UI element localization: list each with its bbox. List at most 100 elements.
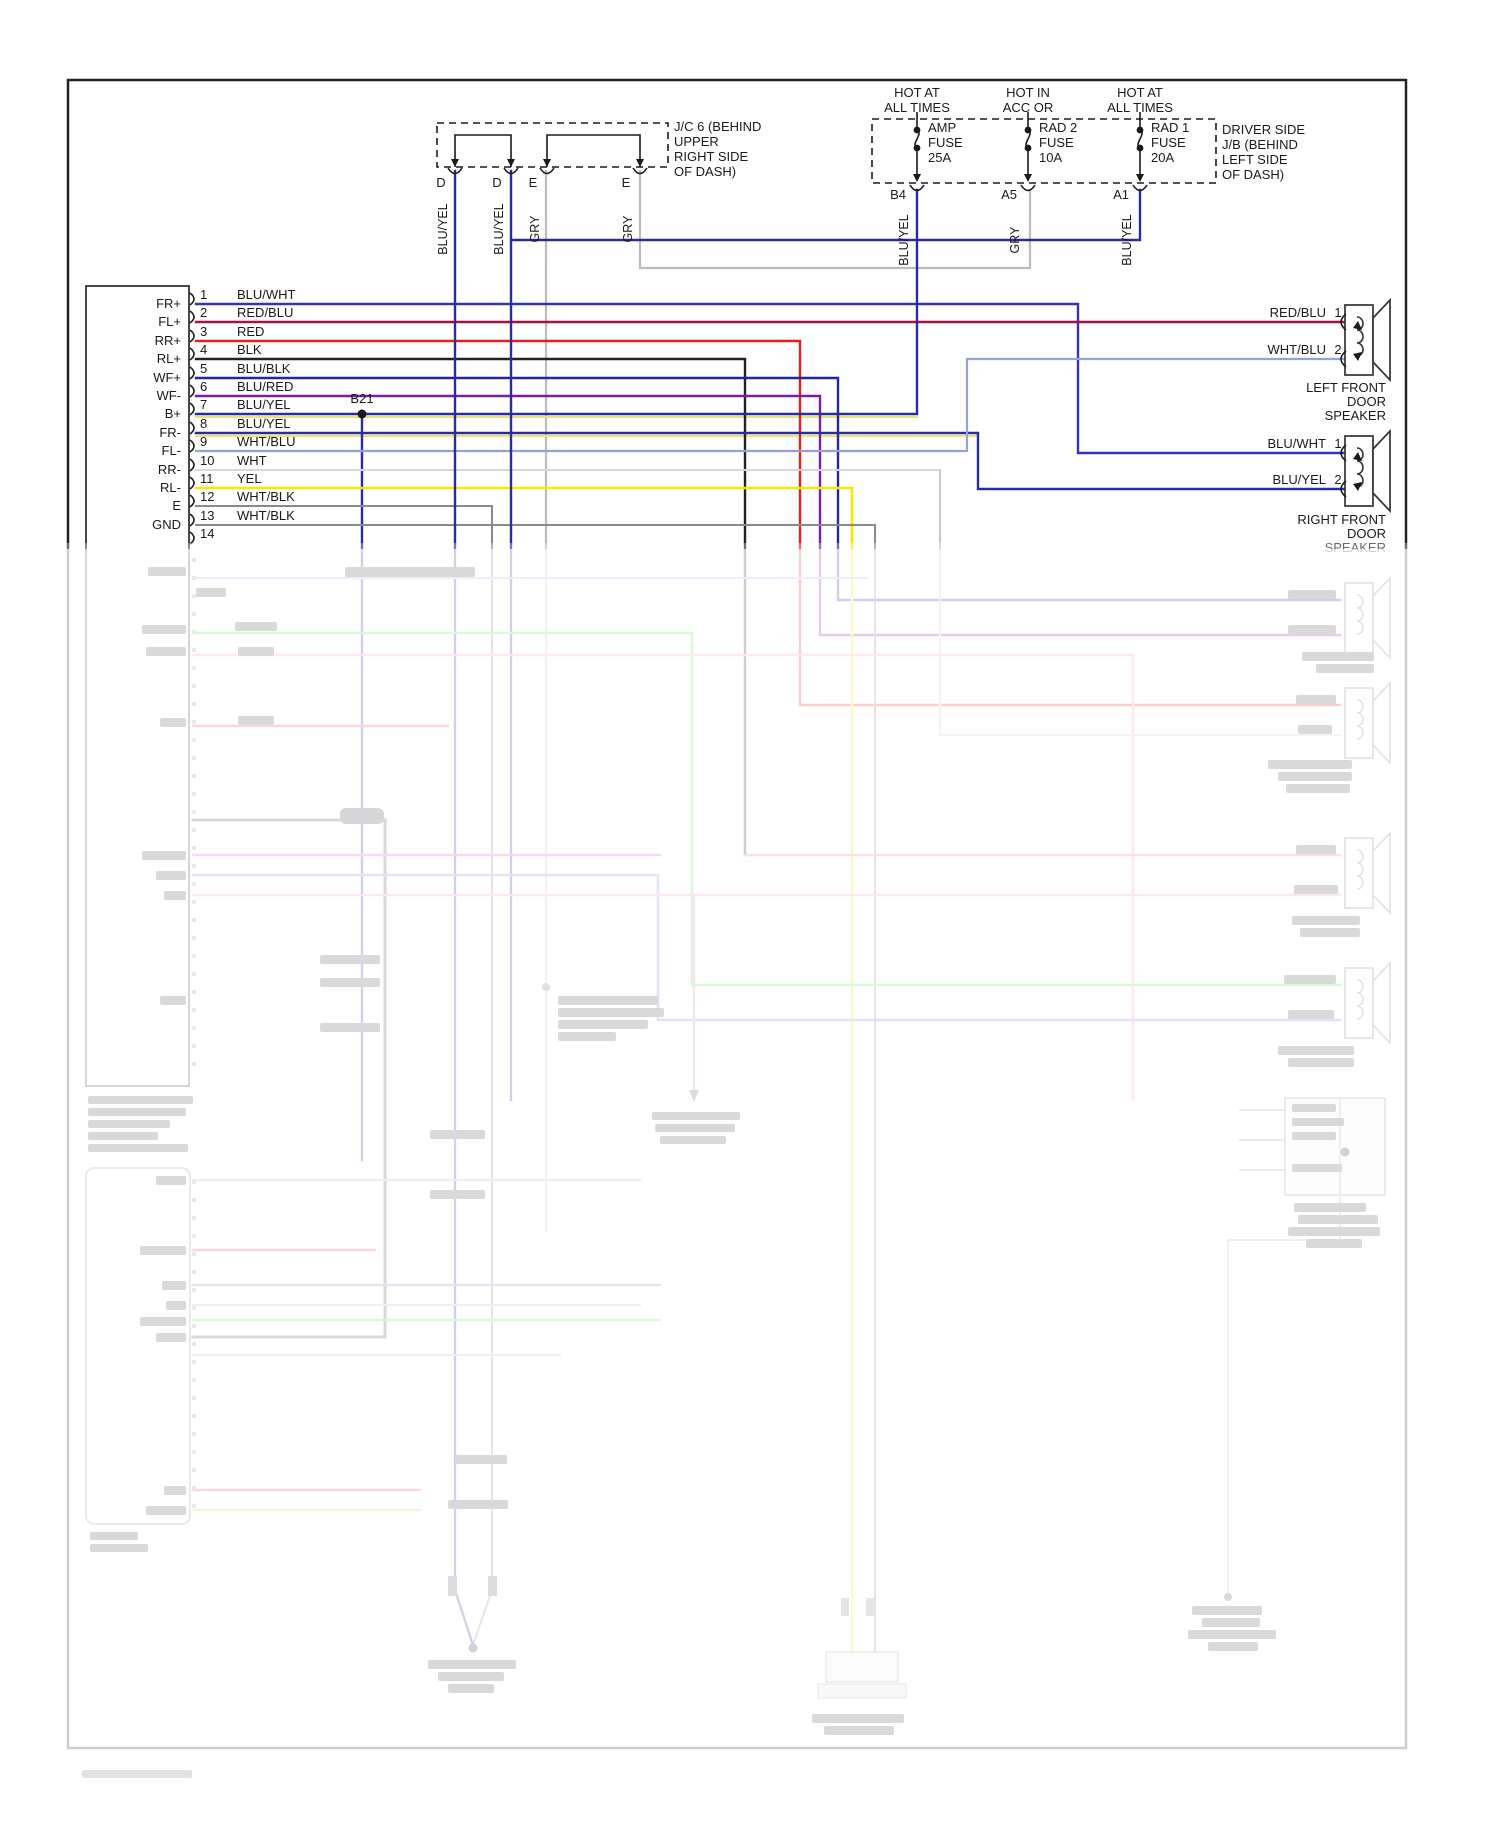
wire-color-label: BLU/YEL xyxy=(492,203,506,254)
jc6-title-line: UPPER xyxy=(674,134,719,149)
speaker-pin-number: 1 xyxy=(1334,436,1341,451)
fade-overlay xyxy=(0,549,1500,1828)
wire-blu-yel-b-plus xyxy=(194,188,919,416)
pin-function-label: E xyxy=(172,498,181,513)
pin-wire-color: WHT xyxy=(237,453,267,468)
speaker-pin-number: 1 xyxy=(1334,305,1341,320)
jb-title-line: J/B (BEHIND xyxy=(1222,137,1298,152)
pin-function-label: FL+ xyxy=(158,314,181,329)
speaker-wire-label: WHT/BLU xyxy=(1268,342,1327,357)
wire-gry-acc-feed xyxy=(638,169,1032,270)
pin-wire-color: BLU/YEL xyxy=(237,416,290,431)
speaker-name: DOOR xyxy=(1347,526,1386,541)
pin-wire-color: BLU/WHT xyxy=(237,287,296,302)
fuse-label: FUSE xyxy=(1151,135,1186,150)
pin-number: 5 xyxy=(200,361,207,376)
speaker-pin-number: 2 xyxy=(1334,472,1341,487)
wire-blu-yel-fr xyxy=(194,431,1347,491)
pin-number: 9 xyxy=(200,434,207,449)
fuse-rad2: HOT IN ACC OR RAD 2 FUSE 10A A5 GRY xyxy=(1001,85,1077,253)
pin-wire-color: BLU/BLK xyxy=(237,361,291,376)
fuse-label: AMP xyxy=(928,120,956,135)
right-front-door-speaker: BLU/WHT 1 BLU/YEL 2 RIGHT FRONT DOOR SPE… xyxy=(1268,428,1391,555)
b21-label: B21 xyxy=(350,391,373,406)
wire-color-label: BLU/YEL xyxy=(436,203,450,254)
pin-wire-color: WHT/BLK xyxy=(237,489,295,504)
jc6-title-line: OF DASH) xyxy=(674,164,736,179)
b21-junction: B21 xyxy=(350,391,374,419)
fuse-label: 25A xyxy=(928,150,951,165)
pin-wire-color: RED xyxy=(237,324,264,339)
jb-terminal-id: B4 xyxy=(890,187,906,202)
speaker-name: SPEAKER xyxy=(1325,408,1386,423)
pin-function-label: FL- xyxy=(162,443,182,458)
wire-wht-blu xyxy=(194,357,1347,453)
pin-number: 3 xyxy=(200,324,207,339)
fuse-label: RAD 2 xyxy=(1039,120,1077,135)
wire-color-label: BLU/YEL xyxy=(1120,214,1134,265)
radio-connector: 1 2 3 4 5 6 7 8 9 10 11 12 13 14 BLU/WHT… xyxy=(152,287,296,545)
jb-title-line: OF DASH) xyxy=(1222,167,1284,182)
pin-number: 7 xyxy=(200,397,207,412)
fuse-label: 10A xyxy=(1039,150,1062,165)
pin-number: 1 xyxy=(200,287,207,302)
pin-wire-color: WHT/BLK xyxy=(237,508,295,523)
pin-wire-color: BLK xyxy=(237,342,262,357)
pin-function-label: RL- xyxy=(160,480,181,495)
pin-function-label: RL+ xyxy=(157,351,181,366)
pin-wire-color: BLU/RED xyxy=(237,379,293,394)
pin-number: 6 xyxy=(200,379,207,394)
wire-color-label: BLU/YEL xyxy=(897,214,911,265)
jc6-junction-box: J/C 6 (BEHIND UPPER RIGHT SIDE OF DASH) … xyxy=(436,119,761,255)
pin-function-label: RR- xyxy=(158,462,181,477)
jc6-terminal-id: E xyxy=(529,175,538,190)
driver-side-jb-fuse-box: HOT AT ALL TIMES AMP FUSE 25A B4 BLU/YEL… xyxy=(871,85,1305,266)
jb-title-line: LEFT SIDE xyxy=(1222,152,1288,167)
pin-number: 12 xyxy=(200,489,214,504)
pin-function-label: WF+ xyxy=(153,370,181,385)
pin-number: 2 xyxy=(200,305,207,320)
jc6-title-line: RIGHT SIDE xyxy=(674,149,748,164)
speaker-name: RIGHT FRONT xyxy=(1297,512,1386,527)
jb-title-line: DRIVER SIDE xyxy=(1222,122,1305,137)
wire-blu-yel-rad1-feed xyxy=(509,188,1142,242)
jb-terminal-id: A5 xyxy=(1001,187,1017,202)
fuse-amp: HOT AT ALL TIMES AMP FUSE 25A B4 BLU/YEL xyxy=(884,85,963,266)
pin-wire-color: RED/BLU xyxy=(237,305,293,320)
jb-terminal-id: A1 xyxy=(1113,187,1129,202)
jc6-terminal-id: D xyxy=(492,175,501,190)
pin-function-label: GND xyxy=(152,517,181,532)
fuse-rad1: HOT AT ALL TIMES RAD 1 FUSE 20A A1 BLU/Y… xyxy=(1107,85,1189,266)
pin-function-label: B+ xyxy=(165,406,181,421)
hot-label: HOT AT xyxy=(894,85,940,100)
pin-function-label: RR+ xyxy=(155,333,181,348)
wire-color-label: GRY xyxy=(621,215,635,243)
hot-label: HOT IN xyxy=(1006,85,1050,100)
wire-blu-wht xyxy=(194,302,1347,455)
fuse-label: RAD 1 xyxy=(1151,120,1189,135)
jc6-terminal-id: D xyxy=(436,175,445,190)
speaker-name: DOOR xyxy=(1347,394,1386,409)
pin-number: 4 xyxy=(200,342,207,357)
wire-color-label: GRY xyxy=(1008,226,1022,254)
speaker-pin-number: 2 xyxy=(1334,342,1341,357)
jc6-terminal-id: E xyxy=(622,175,631,190)
pin-wire-color: WHT/BLU xyxy=(237,434,296,449)
pin-wire-color: BLU/YEL xyxy=(237,397,290,412)
pin-number: 13 xyxy=(200,508,214,523)
pin-wire-color: YEL xyxy=(237,471,262,486)
fuse-label: FUSE xyxy=(928,135,963,150)
left-front-door-speaker: RED/BLU 1 WHT/BLU 2 LEFT FRONT DOOR SPEA… xyxy=(1268,297,1391,423)
speaker-name: LEFT FRONT xyxy=(1306,380,1386,395)
pin-number: 11 xyxy=(200,471,214,486)
pin-number: 14 xyxy=(200,526,214,541)
pin-function-label: FR+ xyxy=(156,296,181,311)
pin-number: 10 xyxy=(200,453,214,468)
fade-transition xyxy=(0,543,1500,549)
pin-function-label: FR- xyxy=(159,425,181,440)
jc6-title-line: J/C 6 (BEHIND xyxy=(674,119,761,134)
hot-label: ALL TIMES xyxy=(884,100,950,115)
pin-function-label: WF- xyxy=(156,388,181,403)
